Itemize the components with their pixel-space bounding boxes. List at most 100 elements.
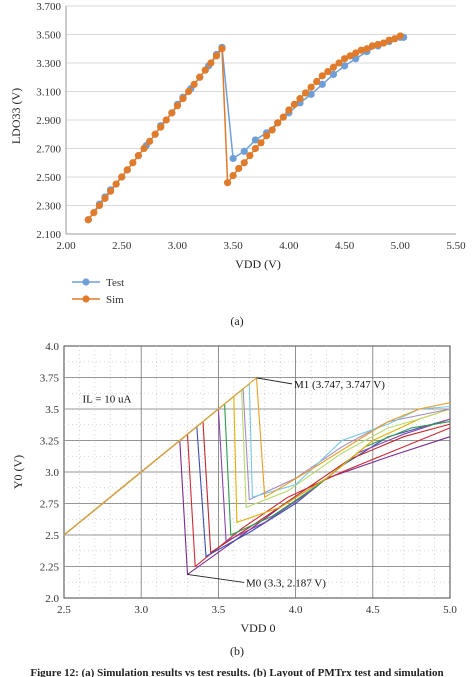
legend-test-label: Test: [106, 277, 124, 289]
chart-a-x-tick-label: 3.50: [224, 240, 244, 252]
chart-b-panel-label: (b): [230, 644, 244, 658]
series-sim-point: [218, 45, 226, 53]
chart-b-series-line-6: [63, 402, 451, 536]
series-sim-point: [229, 171, 237, 180]
legend-sim-marker: [82, 295, 90, 303]
series-sim-point: [246, 152, 254, 160]
chart-a-y-tick-label: 2.100: [36, 229, 61, 241]
series-sim-point: [106, 187, 115, 195]
chart-a-y-tick-label: 2.500: [36, 172, 61, 184]
series-sim-point: [118, 173, 126, 181]
series-sim-point: [157, 123, 165, 131]
series-sim-point: [95, 201, 104, 210]
chart-b-series-line-8: [63, 388, 451, 536]
series-sim-point: [329, 63, 338, 71]
series-sim-point: [374, 40, 382, 49]
chart-b-y-axis-label: Y0 (V): [11, 455, 25, 489]
figure-caption: Figure 12: (a) Simulation results vs tes…: [30, 667, 443, 677]
chart-b-series-line-4: [63, 420, 451, 554]
chart-b-annotations: IL = 10 uA M1 (3.747, 3.747 V) M0 (3.3, 2.…: [83, 377, 385, 589]
chart-b-y-tick-label: 2.5: [45, 530, 59, 542]
series-sim-point: [112, 180, 120, 188]
chart-a-x-axis-label: VDD (V): [235, 257, 281, 271]
series-sim-point: [168, 109, 176, 117]
chart-b-y-tick-label: 3.25: [40, 436, 60, 448]
series-sim-point: [173, 102, 182, 110]
series-sim-point: [363, 45, 371, 53]
chart-b-series-line-1: [63, 436, 451, 576]
chart-a-x-tick-labels: 2.00 2.50 3.00 3.50 4.00 4.50 5.00 5.50: [56, 240, 466, 252]
series-sim-point: [129, 159, 137, 167]
series-sim-point: [335, 59, 343, 67]
chart-b-y-tick-label: 4.0: [45, 341, 59, 353]
series-sim-point: [301, 89, 310, 97]
chart-b-m0-label: M0 (3.3, 2.187 V): [246, 577, 326, 589]
chart-b-x-tick-label: 5.0: [443, 604, 457, 616]
chart-b-series-line-3: [63, 418, 451, 558]
series-sim-point: [90, 209, 98, 217]
legend-sim-label: Sim: [106, 294, 124, 306]
chart-a-y-tick-labels: 2.100 2.300 2.500 2.700 2.900 3.100 3.300 3.500…: [36, 1, 61, 241]
series-sim-point: [179, 95, 187, 103]
chart-b-series-line-11: [63, 376, 451, 536]
series-test-point: [340, 62, 349, 70]
chart-a-x-tick-label: 5.00: [391, 240, 411, 252]
series-sim-point: [313, 77, 321, 86]
chart-b-y-tick-label: 2.75: [40, 499, 60, 511]
series-sim-point: [190, 80, 198, 88]
series-sim-point: [207, 59, 215, 67]
chart-a-x-tick-label: 2.00: [56, 240, 76, 252]
chart-b-m0-leader: [187, 573, 245, 583]
series-sim-point: [201, 66, 209, 74]
series-sim-point: [145, 137, 154, 145]
series-sim-point: [396, 32, 404, 40]
series-sim-point: [324, 67, 332, 76]
series-sim-point: [340, 55, 349, 63]
series-test-point: [307, 90, 315, 98]
chart-b-x-tick-label: 3.5: [212, 604, 226, 616]
series-sim-point: [134, 152, 143, 160]
chart-a-y-tick-label: 3.300: [36, 58, 61, 70]
chart-a-series: [84, 32, 408, 224]
series-sim-point: [184, 87, 193, 96]
chart-a-gridlines: [66, 5, 456, 206]
chart-b-series-line-7: [63, 395, 451, 536]
chart-b: 2.5 3.0 3.5 4.0 4.5 5.0 2.0 2.25 2.5 2.75 3.0 3.25…: [11, 341, 457, 658]
chart-a-x-tick-label: 5.50: [446, 240, 466, 252]
series-sim-point: [379, 39, 388, 47]
series-test-point: [229, 154, 237, 163]
series-sim-point: [346, 52, 354, 60]
chart-b-x-tick-label: 2.5: [57, 604, 71, 616]
chart-a-y-tick-label: 2.300: [36, 201, 61, 213]
chart-b-load-annotation: IL = 10 uA: [83, 394, 132, 406]
series-sim-point: [391, 35, 399, 43]
chart-b-x-tick-label: 4.0: [289, 604, 303, 616]
series-test-point: [318, 80, 326, 88]
series-sim-point: [223, 179, 232, 187]
series-sim-point: [162, 116, 170, 124]
series-sim-point: [285, 106, 293, 114]
chart-a-x-tick-label: 4.00: [279, 240, 299, 252]
series-sim-point: [196, 73, 204, 81]
series-sim-point: [240, 159, 248, 167]
chart-b-y-tick-label: 3.75: [40, 373, 60, 385]
series-sim-point: [385, 36, 393, 44]
chart-b-y-tick-label: 3.5: [45, 404, 59, 416]
chart-b-m1-label: M1 (3.747, 3.747 V): [294, 379, 385, 391]
chart-b-x-tick-labels: 2.5 3.0 3.5 4.0 4.5 5.0: [57, 604, 457, 616]
chart-a-panel-label: (a): [230, 314, 243, 328]
chart-a-y-tick-label: 3.700: [36, 1, 61, 13]
series-sim-point: [268, 126, 276, 134]
series-sim-point: [235, 164, 243, 173]
series-test-point: [240, 147, 248, 155]
series-sim-point: [352, 49, 360, 57]
chart-b-y-tick-label: 2.25: [40, 562, 60, 574]
chart-b-x-tick-label: 4.5: [366, 604, 380, 616]
series-sim-point: [257, 139, 265, 147]
series-sim-point: [279, 113, 287, 121]
series-sim-point: [151, 130, 159, 138]
chart-b-x-tick-label: 3.0: [134, 604, 148, 616]
series-test-point: [352, 55, 360, 63]
chart-a-y-axis-label: LDO33 (V): [9, 88, 23, 144]
chart-a-legend: Test Sim: [72, 277, 124, 306]
